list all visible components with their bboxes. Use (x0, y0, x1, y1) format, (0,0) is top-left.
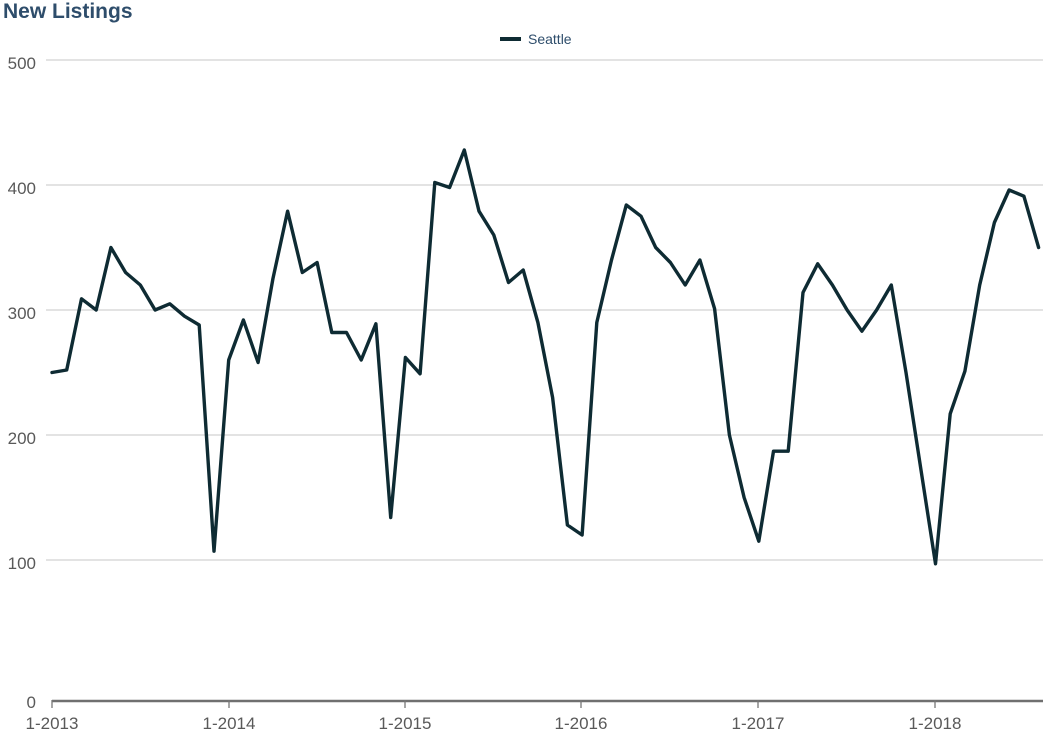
svg-text:1-2013: 1-2013 (26, 714, 79, 733)
svg-text:200: 200 (8, 429, 36, 448)
svg-text:1-2014: 1-2014 (203, 714, 256, 733)
svg-text:400: 400 (8, 179, 36, 198)
svg-text:100: 100 (8, 554, 36, 573)
svg-text:1-2018: 1-2018 (909, 714, 962, 733)
svg-text:300: 300 (8, 304, 36, 323)
svg-text:0: 0 (27, 693, 36, 712)
svg-text:1-2017: 1-2017 (732, 714, 785, 733)
svg-text:500: 500 (8, 54, 36, 73)
svg-text:1-2016: 1-2016 (555, 714, 608, 733)
svg-text:1-2015: 1-2015 (379, 714, 432, 733)
